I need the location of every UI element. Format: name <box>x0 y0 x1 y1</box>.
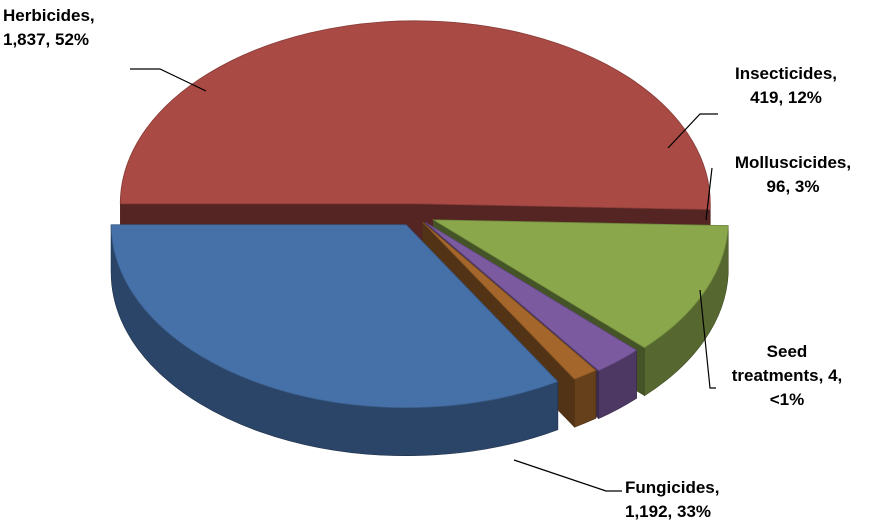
leader-line-insecticides <box>667 113 718 149</box>
leader-line-seed-treatments <box>699 289 716 389</box>
leader-line-molluscicides <box>705 167 713 221</box>
label-seed-treatments-line-2: treatments, 4, <box>731 366 843 385</box>
label-herbicides-line-1: Herbicides, <box>3 6 95 25</box>
slice-fungicides <box>110 224 559 409</box>
leader-line-herbicides <box>130 68 207 92</box>
label-molluscicides-line-2: 96, 3% <box>766 177 820 196</box>
label-seed-treatments-line-1: Seed <box>766 342 808 361</box>
slice-seed-treatments-side <box>574 369 597 428</box>
label-herbicides: Herbicides, 1,837, 52% <box>3 4 95 52</box>
label-molluscicides: Molluscicides, 96, 3% <box>711 151 875 199</box>
slice-seed-treatments <box>422 221 597 380</box>
label-fungicides-line-2: 1,192, 33% <box>625 502 712 521</box>
label-molluscicides-line-1: Molluscicides, <box>734 153 852 172</box>
slice-herbicides <box>119 20 711 210</box>
label-insecticides-line-2: 419, 12% <box>750 88 822 107</box>
label-insecticides: Insecticides, 419, 12% <box>711 62 861 110</box>
slice-insecticides <box>431 219 729 349</box>
slice-molluscicides <box>425 222 638 372</box>
label-insecticides-line-1: Insecticides, <box>734 64 838 83</box>
label-seed-treatments: Seed treatments, 4, <1% <box>712 340 862 412</box>
label-fungicides: Fungicides, 1,192, 33% <box>625 476 719 524</box>
label-herbicides-line-2: 1,837, 52% <box>3 30 90 49</box>
label-fungicides-line-1: Fungicides, <box>625 478 720 497</box>
label-seed-treatments-line-3: <1% <box>769 390 805 409</box>
leader-line-fungicides <box>513 459 622 492</box>
